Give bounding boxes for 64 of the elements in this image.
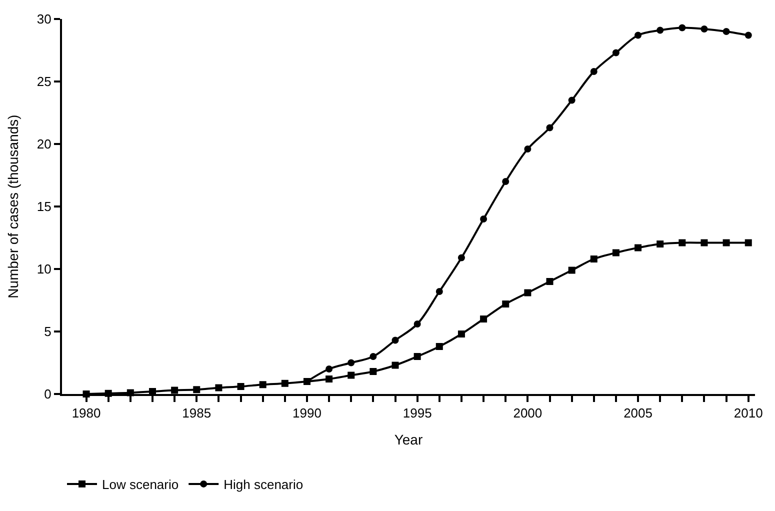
y-tick-label: 5 xyxy=(44,324,52,340)
point xyxy=(744,32,752,39)
point xyxy=(678,24,686,32)
point xyxy=(502,178,510,185)
point xyxy=(458,254,465,262)
point xyxy=(656,240,664,248)
point xyxy=(590,68,598,75)
point xyxy=(546,278,554,285)
point xyxy=(722,28,730,35)
point xyxy=(744,239,752,246)
point xyxy=(348,359,355,366)
point xyxy=(502,300,510,308)
point xyxy=(326,376,333,382)
point xyxy=(370,353,377,360)
point xyxy=(700,26,708,32)
x-axis-title: Year xyxy=(394,431,423,448)
y-axis-title: Number of cases (thousands) xyxy=(5,114,22,298)
x-tick-label: 1990 xyxy=(292,406,322,421)
point xyxy=(259,381,266,388)
x-tick-label: 1995 xyxy=(402,406,432,421)
point xyxy=(656,26,664,34)
y-tick-label: 15 xyxy=(36,199,52,214)
point xyxy=(215,384,222,392)
point xyxy=(193,386,200,394)
y-tick-label: 20 xyxy=(36,136,52,152)
point xyxy=(392,336,399,344)
point xyxy=(524,146,532,152)
point xyxy=(700,239,708,246)
point xyxy=(568,266,576,274)
point xyxy=(414,353,421,360)
point xyxy=(414,320,421,328)
point xyxy=(612,249,620,256)
point xyxy=(480,316,488,322)
point xyxy=(634,244,642,252)
point xyxy=(171,386,178,394)
y-tick-label: 0 xyxy=(44,386,52,402)
point xyxy=(568,96,576,104)
x-tick-label: 1985 xyxy=(182,406,212,421)
x-tick-label: 1980 xyxy=(72,406,101,421)
x-tick-label: 2000 xyxy=(513,406,542,421)
point xyxy=(436,343,443,350)
y-tick-label: 25 xyxy=(36,74,52,90)
point xyxy=(392,362,399,369)
point xyxy=(612,49,620,56)
point xyxy=(634,32,642,39)
point xyxy=(722,239,730,246)
x-tick-label: 2010 xyxy=(734,406,763,421)
point xyxy=(546,124,554,132)
point xyxy=(370,368,377,375)
point xyxy=(326,366,333,372)
y-tick-label: 30 xyxy=(36,12,52,27)
point xyxy=(590,256,598,262)
point xyxy=(678,239,686,246)
point xyxy=(436,288,443,295)
x-tick-label: 2005 xyxy=(624,406,652,421)
point xyxy=(237,383,244,390)
legend-label: High scenario xyxy=(224,477,304,492)
legend-label: Low scenario xyxy=(102,477,179,492)
point xyxy=(458,330,465,338)
point xyxy=(524,289,532,296)
point xyxy=(480,216,488,222)
point xyxy=(348,372,355,379)
point xyxy=(281,380,288,387)
y-tick-label: 10 xyxy=(36,262,52,277)
